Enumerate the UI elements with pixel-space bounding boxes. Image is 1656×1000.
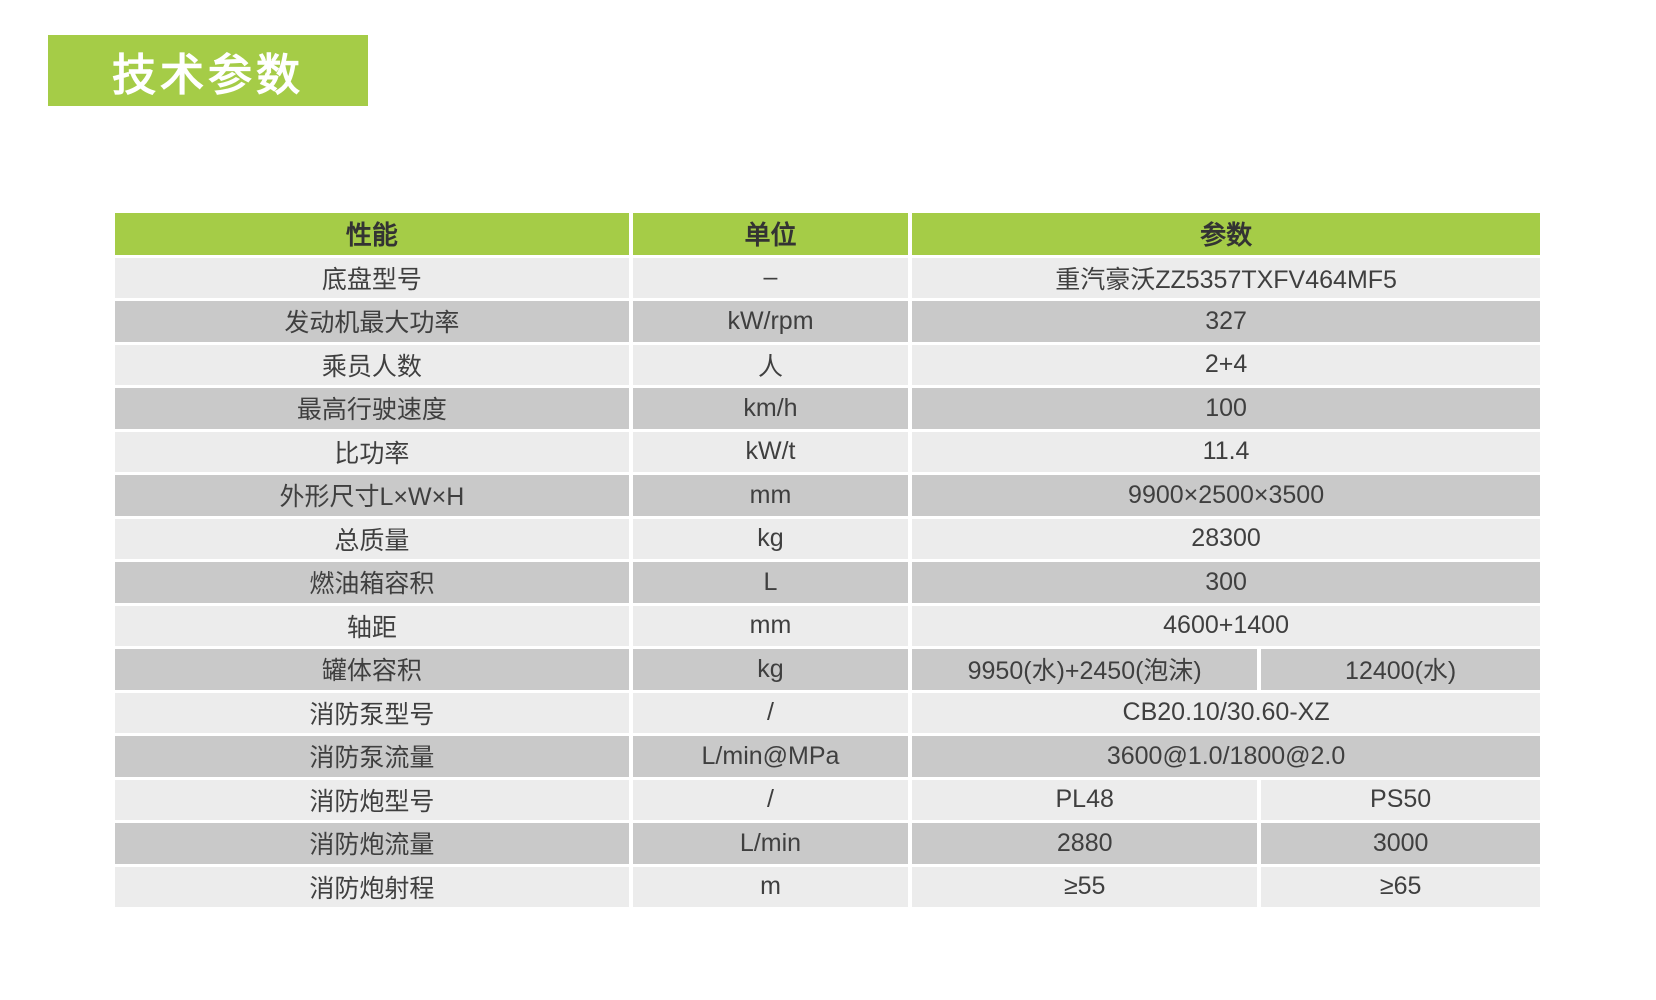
row-name-cell: 底盘型号	[115, 256, 633, 301]
row-value-cell-a: 重汽豪沃ZZ5357TXFV464MF5	[908, 256, 1540, 301]
row-name-cell: 消防炮流量	[115, 821, 633, 867]
row-value-cell-a: 2+4	[908, 343, 1540, 388]
table-row: 总质量 kg 28300	[115, 517, 1540, 562]
row-value-cell-b: PS50	[1257, 778, 1540, 823]
row-value-cell-b: ≥65	[1257, 865, 1540, 910]
table-row: 燃油箱容积 L 300	[115, 560, 1540, 606]
table-row: 外形尺寸L×W×H mm 9900×2500×3500	[115, 473, 1540, 519]
row-unit-cell: km/h	[628, 386, 913, 432]
row-value-cell-a: CB20.10/30.60-XZ	[908, 691, 1540, 736]
table-row: 罐体容积 kg 9950(水)+2450(泡沫) 12400(水)	[115, 647, 1540, 693]
table-row: 轴距 mm 4600+1400	[115, 604, 1540, 649]
table-row: 比功率 kW/t 11.4	[115, 430, 1540, 475]
row-name-cell: 比功率	[115, 430, 633, 475]
table-row: 底盘型号 – 重汽豪沃ZZ5357TXFV464MF5	[115, 256, 1540, 301]
table-header-row: 性能 单位 参数	[115, 213, 1540, 258]
row-unit-cell: 人	[628, 343, 913, 388]
row-unit-cell: L/min	[628, 821, 913, 867]
row-value-cell-a: PL48	[908, 778, 1262, 823]
row-unit-cell: L	[628, 560, 913, 606]
row-unit-cell: L/min@MPa	[628, 734, 913, 780]
table-row: 消防泵型号 / CB20.10/30.60-XZ	[115, 691, 1540, 736]
row-name-cell: 轴距	[115, 604, 633, 649]
row-value-cell-a: 2880	[908, 821, 1262, 867]
table-row: 消防炮射程 m ≥55 ≥65	[115, 865, 1540, 910]
row-name-cell: 罐体容积	[115, 647, 633, 693]
table-body: 底盘型号 – 重汽豪沃ZZ5357TXFV464MF5 发动机最大功率 kW/r…	[115, 256, 1540, 910]
row-value-cell-b: 12400(水)	[1257, 647, 1540, 693]
row-unit-cell: kg	[628, 647, 913, 693]
row-name-cell: 发动机最大功率	[115, 299, 633, 345]
page-title-badge: 技术参数	[48, 35, 368, 106]
row-value-cell-a: 4600+1400	[908, 604, 1540, 649]
row-name-cell: 外形尺寸L×W×H	[115, 473, 633, 519]
row-name-cell: 总质量	[115, 517, 633, 562]
row-unit-cell: /	[628, 778, 913, 823]
row-value-cell-a: 9900×2500×3500	[908, 473, 1540, 519]
row-name-cell: 消防泵流量	[115, 734, 633, 780]
column-header-parameter: 参数	[908, 213, 1540, 258]
row-value-cell-a: 327	[908, 299, 1540, 345]
table-row: 消防炮型号 / PL48 PS50	[115, 778, 1540, 823]
row-name-cell: 乘员人数	[115, 343, 633, 388]
row-value-cell-a: 3600@1.0/1800@2.0	[908, 734, 1540, 780]
row-unit-cell: kW/t	[628, 430, 913, 475]
row-unit-cell: /	[628, 691, 913, 736]
row-unit-cell: m	[628, 865, 913, 910]
row-value-cell-a: 300	[908, 560, 1540, 606]
row-name-cell: 消防泵型号	[115, 691, 633, 736]
row-name-cell: 消防炮型号	[115, 778, 633, 823]
row-unit-cell: kW/rpm	[628, 299, 913, 345]
row-unit-cell: kg	[628, 517, 913, 562]
table-row: 发动机最大功率 kW/rpm 327	[115, 299, 1540, 345]
row-unit-cell: mm	[628, 473, 913, 519]
row-value-cell-a: 28300	[908, 517, 1540, 562]
page-title: 技术参数	[112, 50, 304, 100]
row-value-cell-b: 3000	[1257, 821, 1540, 867]
table-row: 最高行驶速度 km/h 100	[115, 386, 1540, 432]
row-value-cell-a: 9950(水)+2450(泡沫)	[908, 647, 1262, 693]
row-name-cell: 最高行驶速度	[115, 386, 633, 432]
row-unit-cell: mm	[628, 604, 913, 649]
row-name-cell: 燃油箱容积	[115, 560, 633, 606]
row-value-cell-a: 100	[908, 386, 1540, 432]
row-unit-cell: –	[628, 256, 913, 301]
table-row: 乘员人数 人 2+4	[115, 343, 1540, 388]
row-value-cell-a: ≥55	[908, 865, 1262, 910]
table-row: 消防泵流量 L/min@MPa 3600@1.0/1800@2.0	[115, 734, 1540, 780]
row-value-cell-a: 11.4	[908, 430, 1540, 475]
technical-parameters-table: 性能 单位 参数 底盘型号 – 重汽豪沃ZZ5357TXFV464MF5 发动机…	[115, 213, 1540, 910]
column-header-performance: 性能	[115, 213, 633, 258]
table-row: 消防炮流量 L/min 2880 3000	[115, 821, 1540, 867]
row-name-cell: 消防炮射程	[115, 865, 633, 910]
column-header-unit: 单位	[628, 213, 913, 258]
